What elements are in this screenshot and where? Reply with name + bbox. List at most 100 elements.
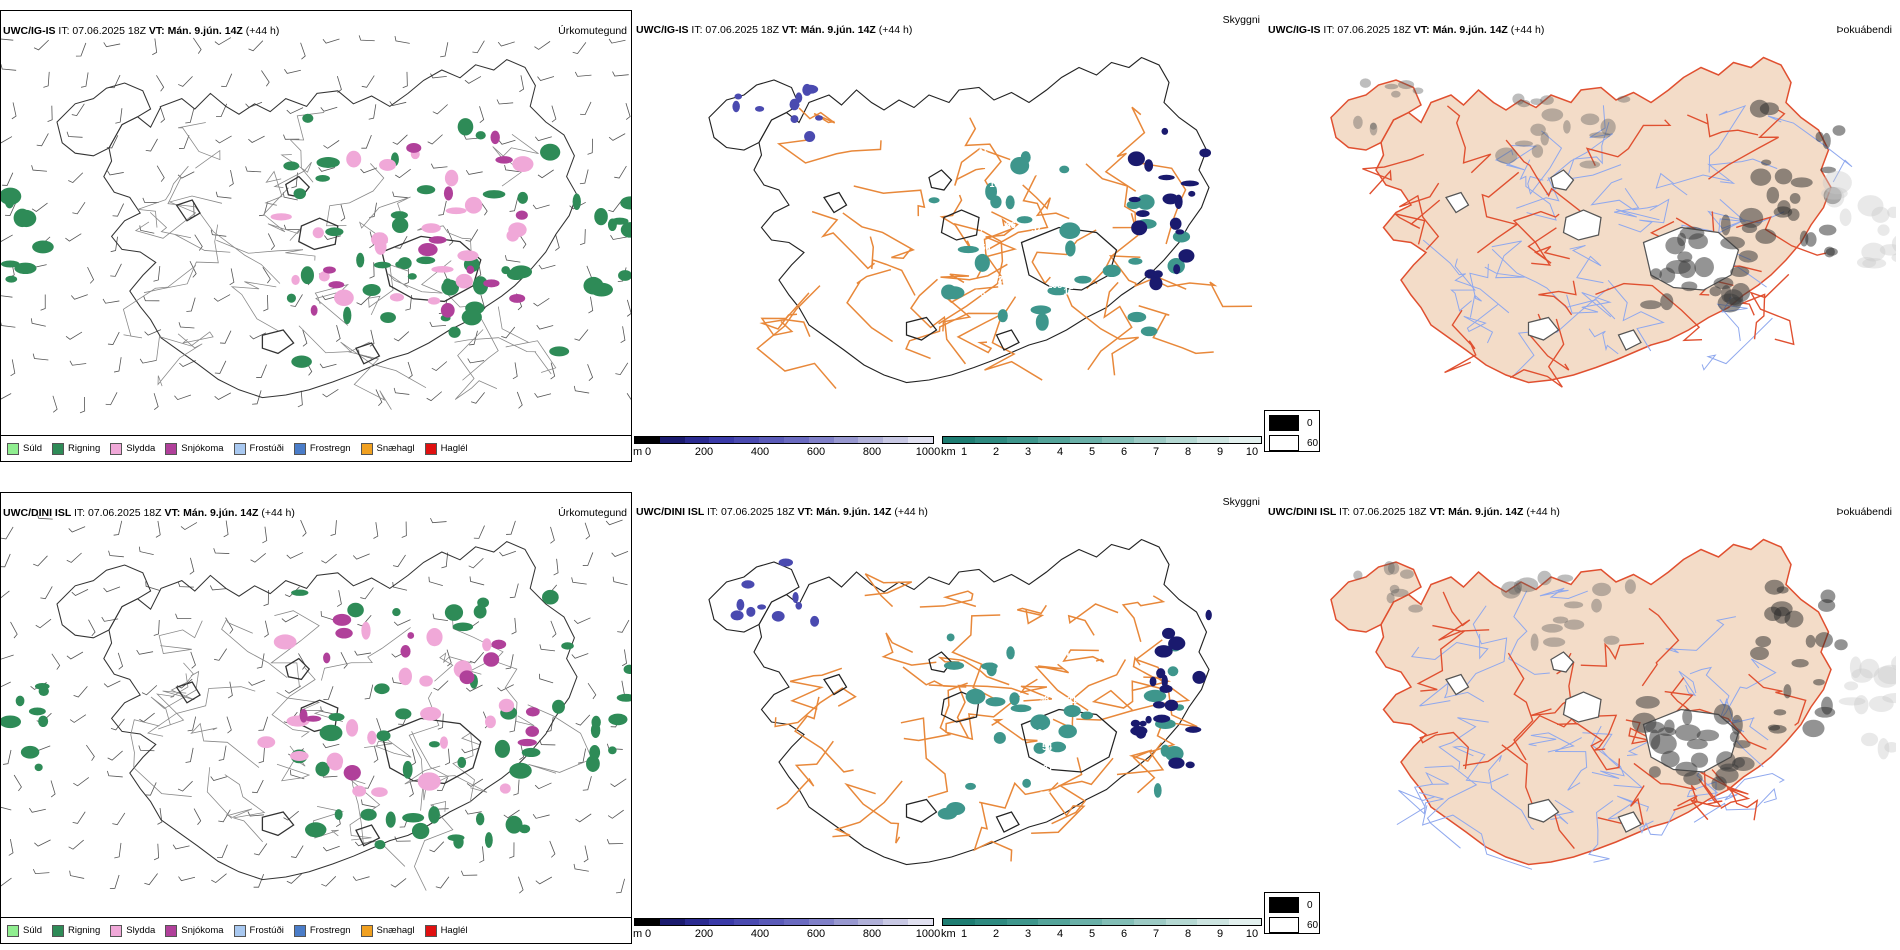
height-colorbar: m 0 200 400 600 800 1000 [633, 918, 940, 940]
legend-swatch [424, 924, 437, 937]
fog-legend-swatch [1269, 917, 1299, 933]
legend-label: Frostregn [309, 443, 351, 454]
legend-item: Rigning [52, 442, 101, 455]
legend-item: Súld [7, 442, 42, 455]
legend-swatch [424, 442, 437, 455]
height-tick: 800 [862, 928, 882, 940]
legend-label: Rigning [68, 443, 101, 454]
visibility-value: 78 [1051, 255, 1061, 265]
wind-barbs [1, 35, 631, 414]
visibility-value: 54 [1042, 742, 1052, 752]
height-tick: 200 [694, 928, 714, 940]
visibility-value: 12 [1003, 143, 1013, 153]
legend-item: Snæhagl [360, 924, 415, 937]
legend-item: Frostregn [293, 442, 351, 455]
visibility-value: 11 [982, 160, 992, 170]
height-tick: 400 [750, 446, 770, 458]
legend-item: Haglél [424, 442, 468, 455]
fog-legend-swatch [1269, 415, 1299, 431]
panel-variable-label: Úrkomutegund [558, 507, 627, 519]
visibility-tick: 3 [1024, 446, 1032, 458]
height-tick: 600 [806, 446, 826, 458]
height-tick: 400 [750, 928, 770, 940]
legend-swatch [165, 442, 178, 455]
legend-item: Snjókoma [165, 924, 224, 937]
visibility-value: 50 [1063, 682, 1073, 692]
legend-label: Snæhagl [376, 443, 415, 454]
fog-panel: UWC/DINI ISL IT: 07.06.2025 18Z VT: Mán.… [1266, 492, 1896, 947]
initial-time: IT: 07.06.2025 18Z [706, 506, 798, 518]
legend-swatch [7, 442, 19, 455]
visibility-tick: 5 [1088, 446, 1096, 458]
visibility-tick: 8 [1184, 446, 1192, 458]
visibility-tick: 10 [1245, 446, 1259, 458]
visibility-value: 106 [1031, 167, 1046, 177]
lead-time: (+44 h) [1510, 24, 1545, 36]
visibility-value: 31 [977, 144, 987, 154]
legend-item: Snæhagl [360, 442, 415, 455]
height-unit: m [633, 928, 643, 940]
legend-item: Slydda [110, 924, 155, 937]
valid-time: VT: Mán. 9.jún. 14Z [1429, 506, 1527, 518]
legend-label: Frostúði [249, 925, 284, 936]
legend-label: Snjókoma [181, 925, 224, 936]
valid-time: VT: Mán. 9.jún. 14Z [164, 507, 262, 519]
visibility-value: 66 [1006, 220, 1016, 230]
panel-variable-label: Skyggni [1222, 496, 1260, 508]
height-tick: 800 [862, 446, 882, 458]
legend-item: Frostúði [233, 442, 284, 455]
valid-time: VT: Mán. 9.jún. 14Z [781, 24, 879, 36]
visibility-tick: 6 [1120, 928, 1128, 940]
legend-swatch [7, 924, 19, 937]
fog-legend-row: 0 [1269, 415, 1313, 431]
visibility-value: 110 [1028, 727, 1043, 737]
visibility-tick: 5 [1088, 928, 1096, 940]
lead-time: (+44 h) [1526, 506, 1560, 518]
lead-time: (+44 h) [245, 25, 280, 37]
visibility-tick: 1 [960, 446, 968, 458]
panel-variable-label: Skyggni [1222, 14, 1260, 26]
fog-panel: UWC/IG-IS IT: 07.06.2025 18Z VT: Mán. 9.… [1266, 10, 1896, 465]
visibility-value: 102 [1015, 284, 1030, 294]
legend-label: Snæhagl [376, 925, 415, 936]
legend-swatch [233, 924, 246, 937]
iceland-outline [708, 538, 1210, 866]
legend-item: Rigning [52, 924, 101, 937]
precip-type-panel: UWC/DINI ISL IT: 07.06.2025 18Z VT: Mán.… [0, 492, 632, 944]
visibility-panel: 78 77 69 64 101 110 31 50 54 98 UWC/DINI ISL IT: 0… [633, 492, 1264, 947]
legend-label: Haglél [440, 925, 468, 936]
visibility-value: 56 [980, 242, 990, 252]
visibility-tick: 10 [1245, 928, 1259, 940]
visibility-tick: 7 [1152, 446, 1160, 458]
legend-label: Frostúði [249, 443, 284, 454]
iceland-outline [56, 58, 578, 399]
precip-type-panel: UWC/IG-IS IT: 07.06.2025 18Z VT: Mán. 9.… [0, 10, 632, 462]
legend-swatch [52, 924, 65, 937]
visibility-value: 7 [978, 226, 983, 236]
legend-swatch [360, 924, 373, 937]
fog-legend: 0 60 [1264, 892, 1320, 934]
fog-legend-label: 60 [1307, 437, 1319, 449]
legend-item: Frostregn [293, 924, 351, 937]
visibility-value: 101 [1062, 695, 1077, 705]
legend-label: Frostregn [309, 925, 351, 936]
legend-label: Haglél [440, 443, 468, 454]
legend-swatch [293, 442, 306, 455]
height-tick: 0 [644, 928, 652, 940]
valid-time: VT: Mán. 9.jún. 14Z [148, 25, 246, 37]
panel-variable-label: Þokuábendi [1836, 24, 1892, 36]
visibility-tick: 6 [1120, 446, 1128, 458]
model-name: UWC/IG-IS [636, 24, 692, 36]
precip-legend: Súld Rigning Slydda Snjókoma Frostúði Frostre… [1, 917, 631, 943]
visibility-tick: 4 [1056, 446, 1064, 458]
visibility-value: 98 [1039, 694, 1049, 704]
fog-legend-row: 60 [1269, 435, 1318, 451]
height-tick: 200 [694, 446, 714, 458]
panel-variable-label: Úrkomutegund [558, 25, 627, 37]
valid-time: VT: Mán. 9.jún. 14Z [1413, 24, 1511, 36]
model-name: UWC/IG-IS [1268, 24, 1324, 36]
fog-legend-label: 0 [1307, 417, 1313, 429]
fog-legend-swatch [1269, 897, 1299, 913]
legend-label: Rigning [68, 925, 101, 936]
legend-item: Slydda [110, 442, 155, 455]
